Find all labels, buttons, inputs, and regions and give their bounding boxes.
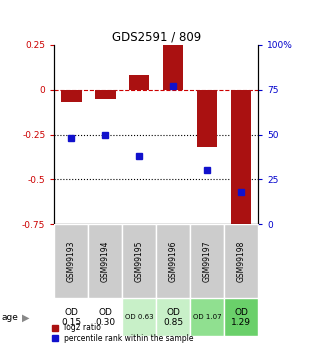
Text: OD
0.85: OD 0.85 [163, 308, 183, 327]
Text: GSM99196: GSM99196 [169, 240, 178, 282]
Text: OD
1.29: OD 1.29 [231, 308, 251, 327]
Bar [54, 224, 88, 298]
Text: OD
0.15: OD 0.15 [61, 308, 81, 327]
Bar [197, 90, 217, 147]
Bar [95, 90, 115, 99]
Bar [163, 43, 183, 90]
Bar [122, 298, 156, 336]
Text: GSM99195: GSM99195 [135, 240, 144, 282]
Bar [224, 224, 258, 298]
Bar [231, 90, 251, 230]
Text: GSM99197: GSM99197 [203, 240, 212, 282]
Bar [156, 224, 190, 298]
Text: GSM99198: GSM99198 [237, 241, 246, 282]
Bar [88, 298, 122, 336]
Title: GDS2591 / 809: GDS2591 / 809 [112, 31, 201, 44]
Bar [190, 224, 224, 298]
Bar [54, 298, 88, 336]
Text: OD 0.63: OD 0.63 [125, 314, 154, 321]
Bar [88, 224, 122, 298]
Bar [129, 75, 150, 90]
Text: GSM99194: GSM99194 [101, 240, 110, 282]
Text: OD 1.07: OD 1.07 [193, 314, 221, 321]
Bar [122, 224, 156, 298]
Text: ▶: ▶ [22, 313, 29, 322]
Bar [61, 90, 81, 102]
Bar [190, 298, 224, 336]
Legend: log2 ratio, percentile rank within the sample: log2 ratio, percentile rank within the s… [52, 323, 194, 343]
Bar [224, 298, 258, 336]
Bar [156, 298, 190, 336]
Text: GSM99193: GSM99193 [67, 240, 76, 282]
Text: age: age [2, 313, 18, 322]
Text: OD
0.30: OD 0.30 [95, 308, 115, 327]
